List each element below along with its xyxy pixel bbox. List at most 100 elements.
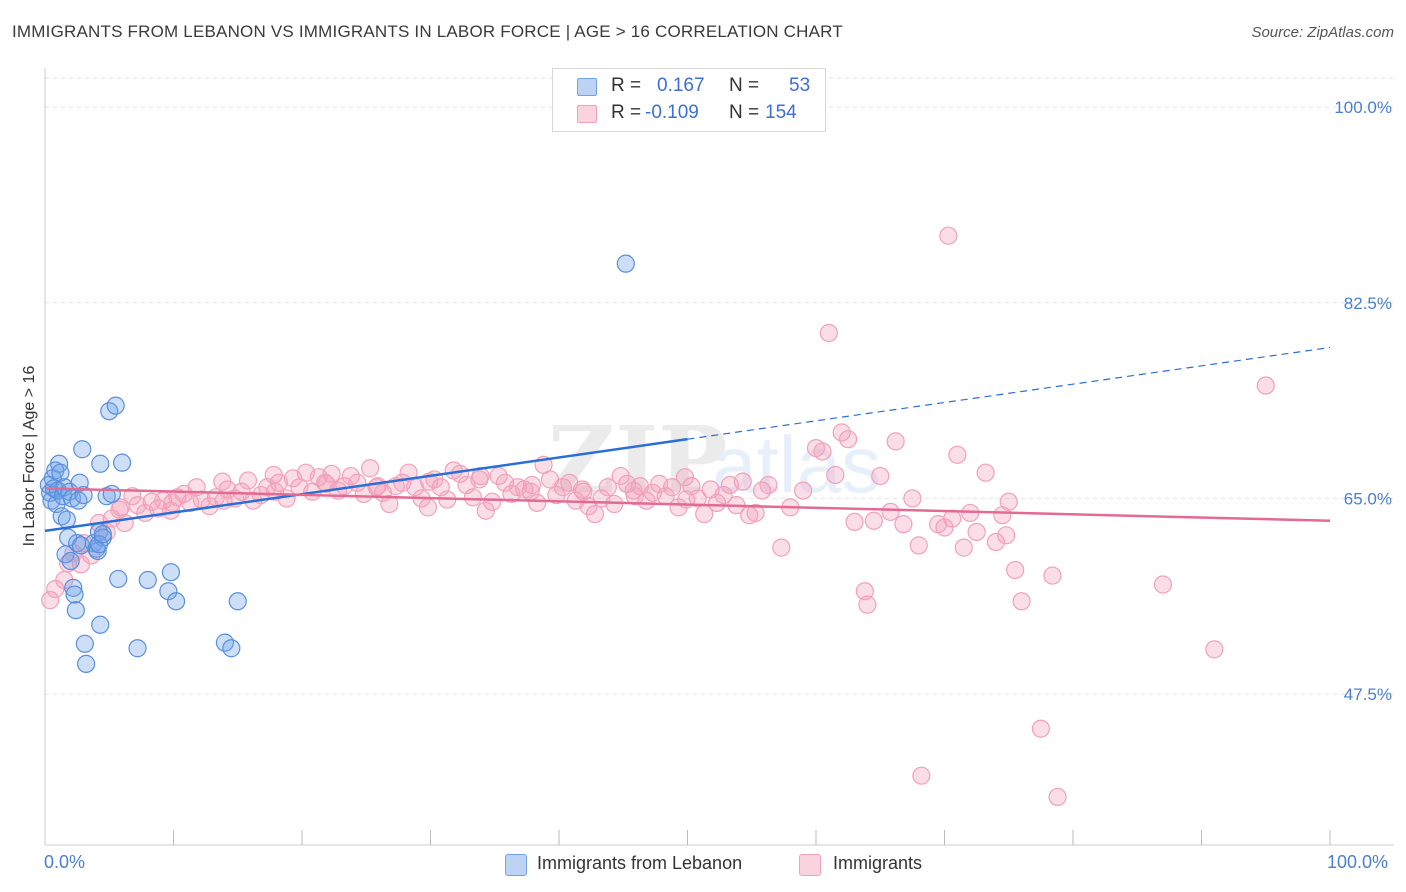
immigrants-point — [115, 513, 134, 533]
legend-row-immigrants: R = -0.109 N = 154 — [553, 100, 825, 126]
immigrants-point — [772, 538, 791, 557]
y-tick-label: 47.5% — [1344, 685, 1392, 704]
immigrants-point — [489, 466, 508, 486]
immigrants-point — [662, 478, 682, 497]
correlation-legend: R = 0.167 N = 53 R = -0.109 N = 154 — [552, 68, 826, 132]
immigrants-point — [794, 481, 813, 500]
svg-text:ZIP: ZIP — [548, 406, 727, 514]
y-tick-label: 82.5% — [1344, 294, 1392, 313]
immigrants-point — [1153, 575, 1173, 594]
immigrants-point — [1043, 566, 1062, 585]
lebanon-point — [228, 592, 247, 611]
immigrants-point — [819, 323, 838, 343]
immigrants-point — [111, 498, 130, 517]
immigrants-point — [483, 492, 502, 511]
lebanon-point — [75, 634, 94, 653]
immigrants-point — [675, 468, 695, 487]
immigrants-point — [845, 512, 864, 532]
y-tick-label: 65.0% — [1344, 489, 1392, 508]
lebanon-point — [106, 396, 125, 415]
x-ticks — [173, 830, 1331, 845]
lebanon-point — [91, 615, 110, 634]
lebanon-trend-extension — [687, 346, 1331, 440]
lebanon-point — [57, 510, 76, 529]
immigrants-point — [368, 477, 387, 496]
bottom-legend-label: Immigrants from Lebanon — [537, 853, 743, 873]
lebanon-point — [161, 563, 181, 582]
immigrants-point — [476, 501, 495, 520]
legend-row-lebanon: R = 0.167 N = 53 — [553, 73, 825, 99]
lebanon-points — [39, 254, 635, 673]
x-tick-label-min: 0.0% — [44, 852, 86, 872]
immigrants-point — [1012, 592, 1031, 611]
immigrants-point — [939, 226, 958, 245]
legend-n-value: 154 — [765, 102, 797, 123]
immigrants-point — [317, 474, 336, 493]
immigrants-point — [912, 766, 931, 785]
bottom-legend-swatch-blue — [505, 854, 527, 876]
immigrants-point — [574, 482, 593, 501]
lebanon-point — [52, 507, 71, 526]
lebanon-point — [88, 541, 107, 561]
immigrants-point — [839, 430, 858, 449]
lebanon-point — [51, 463, 70, 482]
immigrants-points — [41, 226, 1275, 807]
lebanon-point — [91, 454, 110, 473]
legend-r-label: R = — [611, 102, 642, 123]
immigrants-point — [997, 526, 1016, 545]
immigrants-point — [341, 466, 360, 486]
legend-swatch-pink — [577, 105, 597, 123]
immigrants-point — [123, 487, 142, 506]
immigrants-point — [1205, 640, 1224, 659]
lebanon-point — [77, 654, 96, 673]
immigrants-point — [322, 464, 341, 483]
lebanon-point — [61, 551, 80, 571]
legend-r-value: 0.167 — [657, 75, 705, 96]
lebanon-point — [89, 535, 109, 554]
immigrants-point — [832, 423, 851, 442]
immigrants-point — [858, 595, 877, 614]
immigrants-point — [238, 471, 258, 490]
lebanon-point — [112, 453, 132, 472]
immigrants-point — [585, 504, 605, 524]
immigrants-point — [522, 475, 542, 495]
x-tick-label-max: 100.0% — [1327, 852, 1389, 872]
immigrants-point — [746, 503, 765, 523]
y-axis-label: In Labor Force | Age > 16 — [21, 366, 38, 547]
immigrants-point — [999, 492, 1018, 511]
immigrants-point — [813, 442, 832, 461]
lebanon-point — [93, 525, 112, 544]
immigrants-point — [855, 582, 874, 601]
immigrants-point — [361, 459, 380, 478]
immigrants-point — [881, 502, 900, 521]
immigrants-point — [625, 487, 644, 506]
immigrants-point — [528, 493, 547, 512]
immigrants-point — [894, 515, 913, 534]
lebanon-point — [66, 601, 85, 620]
svg-text:atlas: atlas — [712, 420, 881, 509]
immigrants-point — [954, 538, 973, 557]
lebanon-point — [102, 484, 121, 504]
immigrants-trend-line — [44, 487, 1331, 523]
immigrants-point — [976, 463, 995, 482]
immigrants-point — [1031, 719, 1050, 738]
legend-swatch-blue — [577, 78, 597, 96]
axes — [44, 68, 1394, 846]
immigrants-point — [71, 555, 91, 574]
legend-r-value: -0.109 — [645, 102, 699, 123]
immigrants-point — [864, 511, 883, 530]
lebanon-point — [109, 569, 128, 589]
immigrants-point — [163, 493, 182, 512]
legend-n-label: N = — [729, 102, 760, 123]
lebanon-point — [616, 254, 635, 273]
immigrants-point — [871, 466, 890, 486]
immigrants-point — [1256, 376, 1275, 395]
chart-title: IMMIGRANTS FROM LEBANON VS IMMIGRANTS IN… — [12, 22, 843, 41]
immigrants-point — [903, 489, 922, 508]
immigrants-point — [986, 532, 1006, 552]
trend-lines — [44, 346, 1331, 533]
lebanon-point — [65, 585, 84, 604]
immigrants-point — [265, 482, 285, 501]
lebanon-point — [73, 440, 92, 459]
legend-r-label: R = — [611, 75, 642, 96]
